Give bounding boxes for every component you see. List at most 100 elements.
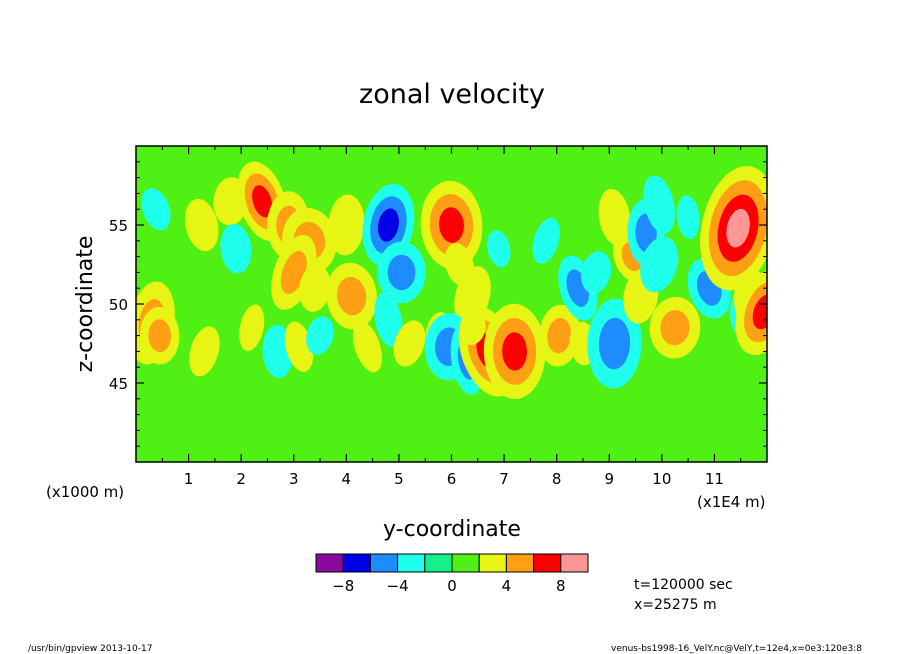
contour-feature	[184, 198, 219, 252]
contour-band	[393, 320, 426, 367]
contour-band	[439, 207, 464, 243]
colorbar-tick-label: 4	[502, 577, 512, 595]
contour-feature	[598, 188, 631, 246]
x-tick-label: 4	[342, 470, 352, 488]
colorbar-tick-label: 0	[447, 577, 457, 595]
contour-band	[598, 188, 631, 246]
contour-feature	[374, 292, 403, 348]
contour-band	[284, 321, 314, 372]
contour-feature	[640, 236, 679, 293]
position-annotation: x=25275 m	[634, 597, 717, 613]
contour-feature	[532, 217, 560, 264]
contour-band	[726, 208, 750, 248]
contour-feature	[220, 223, 252, 274]
contour-band	[752, 294, 767, 330]
x-unit-left: (x1000 m)	[46, 483, 124, 501]
chart-title: zonal velocity	[359, 79, 545, 110]
colorbar-swatch	[533, 553, 562, 573]
contour-feature	[649, 296, 701, 359]
x-tick-label: 2	[236, 470, 246, 488]
contour-feature	[420, 180, 483, 270]
y-tick-label: 55	[109, 217, 128, 235]
contour-feature	[735, 268, 767, 356]
contour-band	[532, 217, 560, 264]
time-annotation: t=120000 sec	[634, 577, 733, 593]
contour-band	[580, 251, 612, 294]
contour-band	[547, 317, 572, 354]
y-tick-label: 50	[109, 296, 128, 314]
colorbar-swatch	[560, 553, 589, 573]
contour-band	[328, 194, 365, 256]
contour-feature	[700, 166, 767, 291]
x-axis-ticks: 1 2 3 4 5 6 7 8 9 10 11	[161, 146, 742, 488]
contour-band	[676, 195, 700, 240]
colorbar-swatch	[424, 553, 453, 573]
y-axis-label: z-coordinate	[73, 236, 98, 373]
colorbar-swatch	[315, 553, 344, 573]
x-tick-label: 10	[652, 470, 671, 488]
contour-feature	[587, 298, 642, 389]
contour-feature	[189, 326, 220, 377]
contour-feature	[141, 188, 171, 231]
contour-band	[487, 230, 511, 268]
colorbar-tick-label: −4	[387, 577, 409, 595]
x-unit-right: (x1E4 m)	[697, 493, 766, 511]
contour-feature	[393, 320, 426, 367]
contour-feature	[483, 303, 546, 399]
contour-feature	[352, 321, 382, 373]
x-tick-label: 3	[289, 470, 299, 488]
contour-band	[189, 326, 220, 377]
contour-feature	[306, 316, 334, 355]
contour-feature	[676, 195, 700, 240]
contour-band	[377, 208, 399, 242]
contour-band	[459, 310, 486, 345]
contour-feature	[299, 264, 331, 312]
contour-band	[299, 264, 331, 312]
contour-band	[640, 236, 679, 293]
contour-feature	[377, 241, 426, 304]
colorbar-swatch	[505, 553, 535, 573]
x-tick-label: 6	[447, 470, 457, 488]
contour-band	[387, 254, 416, 291]
x-tick-label: 9	[604, 470, 614, 488]
contour-feature	[326, 262, 378, 330]
contour-band	[306, 316, 334, 355]
contour-feature	[284, 321, 314, 372]
contour-feature	[328, 194, 365, 256]
contour-band	[184, 198, 219, 252]
x-tick-label: 8	[552, 470, 562, 488]
contour-feature	[580, 251, 612, 294]
y-tick-label: 45	[109, 375, 128, 393]
contour-feature	[643, 175, 676, 234]
plot-area	[135, 145, 768, 463]
contour-band	[502, 332, 528, 371]
x-tick-label: 5	[394, 470, 404, 488]
contour-feature	[239, 304, 265, 351]
contour-feature	[459, 310, 486, 345]
colorbar-swatch	[342, 553, 371, 573]
contour-band	[598, 317, 631, 370]
contour-band	[660, 310, 690, 346]
colorbar-tick-label: −8	[332, 577, 354, 595]
x-tick-label: 1	[184, 470, 194, 488]
contour-feature	[139, 306, 180, 365]
colorbar-swatch	[397, 553, 426, 573]
x-tick-label: 7	[499, 470, 509, 488]
contour-feature	[487, 230, 511, 268]
colorbar-swatch	[478, 553, 507, 573]
colorbar: −8 −4 0 4 8	[315, 553, 589, 595]
contour-band	[352, 321, 382, 373]
footer-left: /usr/bin/gpview 2013-10-17	[28, 644, 152, 654]
contour-band	[220, 223, 252, 274]
colorbar-tick-label: 8	[556, 577, 566, 595]
x-tick-label: 11	[705, 470, 724, 488]
contour-feature	[538, 304, 581, 367]
contour-band	[252, 185, 273, 218]
contour-band	[141, 188, 171, 231]
contour-band	[643, 175, 676, 234]
contour-band	[374, 292, 403, 348]
colorbar-swatch	[369, 553, 399, 573]
colorbar-swatch	[451, 553, 480, 573]
contour-band	[148, 319, 172, 353]
